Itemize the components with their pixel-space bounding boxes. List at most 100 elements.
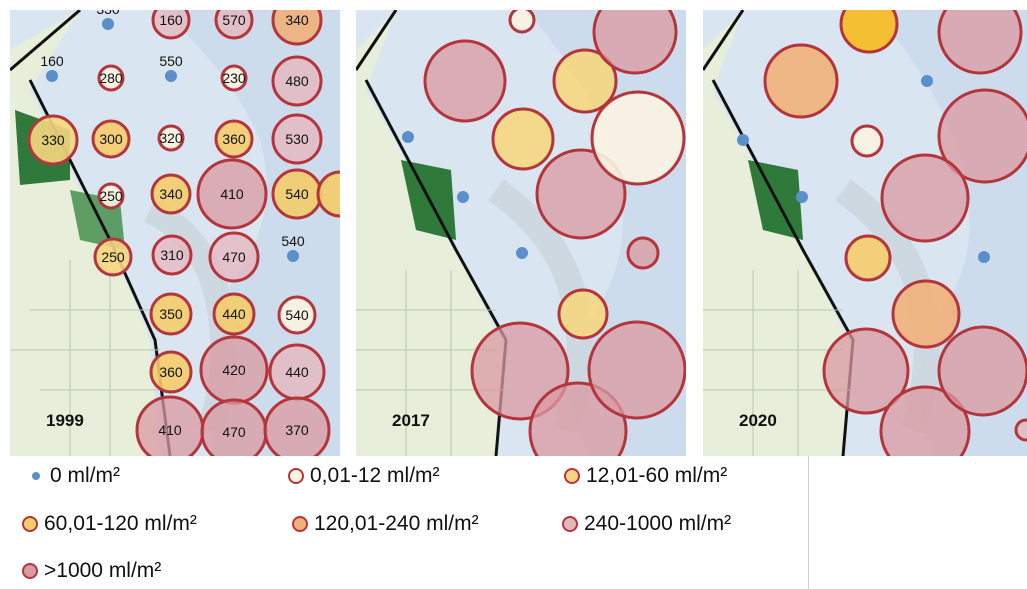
sample-circle: 540 [277, 295, 317, 335]
sample-circle: 360 [149, 350, 193, 394]
circle-value-label: 250 [101, 249, 125, 265]
sample-circle [552, 48, 618, 114]
circle-mark [196, 158, 268, 230]
circle-mark [271, 113, 323, 165]
sample-circle [516, 247, 528, 259]
circle-mark [1014, 418, 1027, 442]
legend-item: 60,01-120 ml/m² [20, 512, 197, 536]
legend-swatch-icon [292, 516, 308, 532]
sample-circle [587, 320, 686, 420]
circle-mark [763, 43, 839, 119]
legend-swatch-icon [22, 563, 38, 579]
sample-circle: 440 [268, 343, 326, 401]
circle-mark [151, 10, 191, 40]
sample-circle [508, 10, 536, 34]
circle-value-label: 320 [159, 130, 183, 146]
sample-circle [491, 107, 555, 171]
sample-circle [937, 325, 1027, 417]
circle-mark [277, 295, 317, 335]
sample-circle [470, 321, 570, 421]
circle-mark [157, 124, 185, 152]
sample-circle: 330 [96, 10, 120, 30]
circle-mark [97, 64, 125, 92]
sample-circle: 160 [151, 10, 191, 40]
circle-mark [316, 170, 340, 218]
sample-circles-2017 [402, 10, 686, 456]
zero-dot [921, 75, 933, 87]
sample-circle [796, 191, 808, 203]
circle-mark [590, 90, 686, 186]
circle-mark [491, 107, 555, 171]
circle-mark [535, 148, 627, 240]
circle-value-label: 230 [222, 70, 246, 86]
sample-circle: 480 [271, 55, 323, 107]
circle-value-label: 160 [159, 12, 183, 28]
map-2017-svg [356, 10, 686, 456]
circle-mark [214, 10, 254, 40]
circle-mark [97, 182, 125, 210]
circle-value-label: 540 [285, 186, 309, 202]
circle-mark [508, 10, 536, 34]
sample-circle: 160 [40, 53, 64, 82]
zero-dot [737, 134, 749, 146]
sample-circle: 360 [214, 119, 254, 159]
circle-value-label: 410 [158, 422, 182, 438]
circle-mark [220, 64, 248, 92]
sample-circle [590, 90, 686, 186]
sample-circle [535, 148, 627, 240]
circle-mark [149, 292, 193, 336]
map-panel-1999: 330 160 570 340 160 280 550 230 480 330 300 320 360 5… [10, 10, 340, 456]
circle-value-label: 570 [222, 12, 246, 28]
legend-swatch-icon [562, 516, 578, 532]
legend-label: 12,01-60 ml/m² [586, 464, 728, 487]
circle-mark [937, 10, 1023, 75]
road-lines [356, 270, 506, 456]
map-panel-2017: 2017 [356, 10, 686, 456]
legend-label: 0 ml/m² [50, 464, 120, 487]
sample-circle [822, 327, 910, 415]
circle-mark [626, 236, 660, 270]
legend-item: 0 ml/m² [26, 464, 120, 488]
sample-circle: 420 [199, 335, 269, 405]
zero-dot [978, 251, 990, 263]
sample-circle: 570 [214, 10, 254, 40]
zero-dot [796, 191, 808, 203]
year-label: 1999 [46, 411, 84, 430]
map-1999-svg: 330 160 570 340 160 280 550 230 480 330 300 320 360 5… [10, 10, 340, 456]
circle-mark [263, 396, 331, 456]
circle-mark [891, 279, 961, 349]
sample-circle: 250 [97, 182, 125, 210]
sample-circle: 470 [208, 231, 260, 283]
sample-circle [839, 10, 899, 54]
legend-item: 12,01-60 ml/m² [562, 464, 727, 488]
circle-mark [208, 231, 260, 283]
sample-circles-2020 [737, 10, 1027, 456]
legend-swatch-icon [32, 472, 40, 480]
circle-value-label: 360 [159, 364, 183, 380]
sample-circle: 320 [157, 124, 185, 152]
year-label: 2017 [392, 411, 430, 430]
zero-dot [165, 70, 177, 82]
legend-label: 0,01-12 ml/m² [310, 464, 440, 487]
circle-value-label: 300 [99, 131, 123, 147]
zero-dot [457, 191, 469, 203]
circle-value-label: 340 [285, 12, 309, 28]
circle-mark [592, 10, 678, 75]
circle-value-label: 250 [99, 188, 123, 204]
circle-value-label: 440 [222, 306, 246, 322]
legend-item: 240-1000 ml/m² [560, 512, 731, 536]
sample-circle [592, 10, 678, 75]
map-2020-svg [703, 10, 1027, 456]
legend-swatch-icon [564, 468, 580, 484]
legend-swatch-icon [22, 516, 38, 532]
sample-circle [626, 236, 660, 270]
circle-value-label: 540 [285, 307, 309, 323]
sample-circle [423, 39, 507, 123]
circle-value-label: 310 [160, 247, 184, 263]
circle-value-label: 370 [285, 422, 309, 438]
circle-mark [214, 119, 254, 159]
circle-value-label: 440 [285, 364, 309, 380]
legend-swatch-icon [288, 468, 304, 484]
zero-dot [402, 131, 414, 143]
circle-mark [557, 288, 609, 340]
